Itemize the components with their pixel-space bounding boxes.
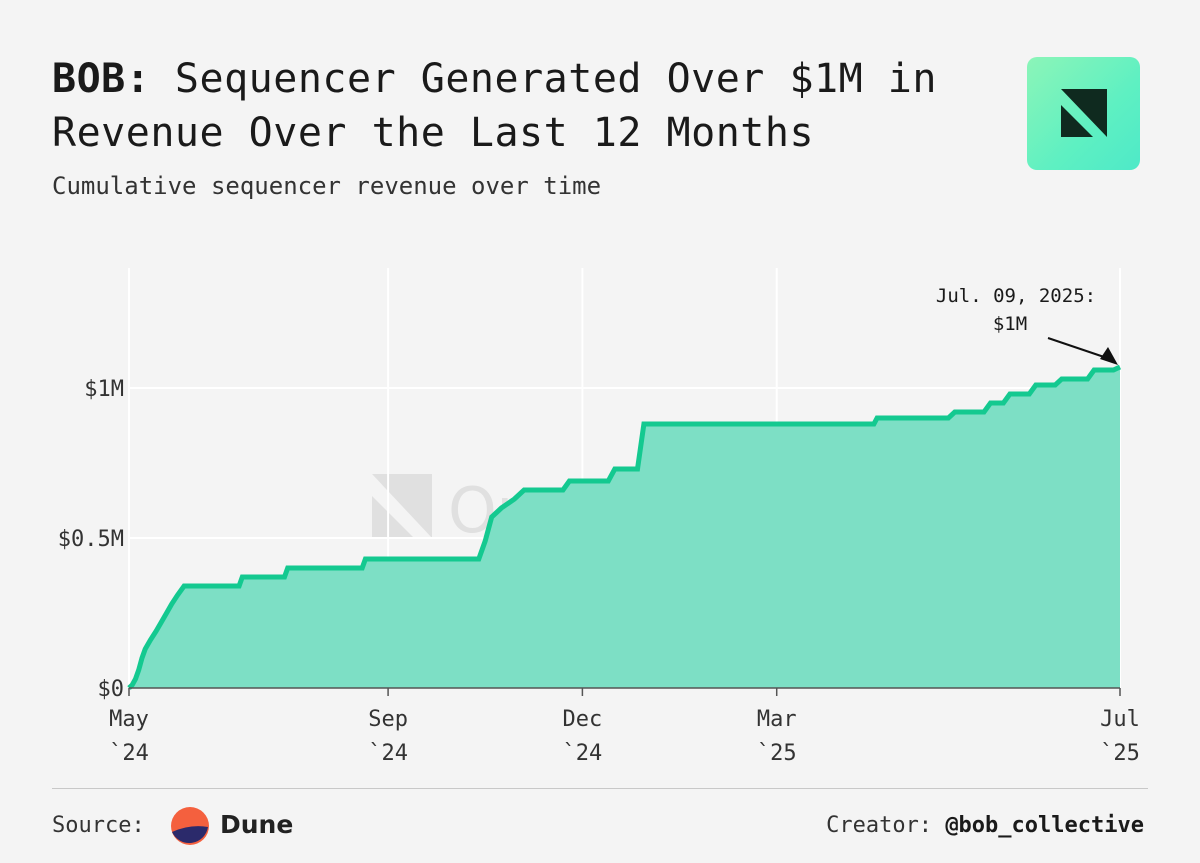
annotation-line2: $1M (993, 313, 1027, 335)
brand-logo-icon (1061, 89, 1107, 137)
x-tick-label: May (109, 707, 149, 732)
x-tick-year: `25 (757, 741, 797, 766)
title-text: Sequencer Generated Over $1M in Revenue … (52, 56, 937, 156)
annotation-arrowhead (1100, 347, 1118, 365)
y-tick-label: $1M (84, 377, 124, 402)
brand-logo (1027, 57, 1140, 170)
chart-subtitle: Cumulative sequencer revenue over time (52, 172, 602, 200)
creator-handle[interactable]: @bob_collective (945, 813, 1144, 838)
y-axis: $0 $0.5M $1M (58, 377, 124, 702)
title-prefix: BOB: (52, 56, 151, 102)
annotation-arrow (1047, 337, 1111, 360)
series-line (127, 364, 1122, 690)
chart: OurNetwork $0$0.5M$1M May`24Sep`24Dec`24… (58, 268, 1140, 766)
dune-icon (171, 807, 209, 845)
series-area (129, 367, 1120, 688)
x-tick-year: `24 (563, 741, 603, 766)
y-tick-label: $0 (98, 677, 125, 702)
source-name[interactable]: Dune (220, 810, 294, 839)
watermark-icon (372, 474, 432, 538)
x-tick-label: Sep (368, 707, 408, 732)
x-tick-year: `25 (1100, 741, 1140, 766)
creator-label: Creator: (826, 813, 933, 838)
x-tick-label: Dec (563, 707, 603, 732)
chart-title: BOB: Sequencer Generated Over $1M in Rev… (52, 52, 992, 160)
x-tick-label: Jul (1100, 707, 1140, 732)
footer-divider (52, 788, 1148, 789)
x-tick-year: `24 (109, 741, 149, 766)
creator: Creator: @bob_collective (826, 813, 1144, 838)
x-axis: May `24 Sep `24 Dec `24 Mar `25 Jul `25 (109, 687, 1140, 766)
annotation: Jul. 09, 2025: $1M (936, 285, 1118, 365)
y-tick-label: $0.5M (58, 527, 124, 552)
source-label: Source: (52, 813, 145, 838)
watermark-icon-lower (372, 496, 414, 538)
annotation-line1: Jul. 09, 2025: (936, 285, 1096, 307)
x-tick-label: Mar (757, 707, 797, 732)
x-tick-year: `24 (368, 741, 408, 766)
